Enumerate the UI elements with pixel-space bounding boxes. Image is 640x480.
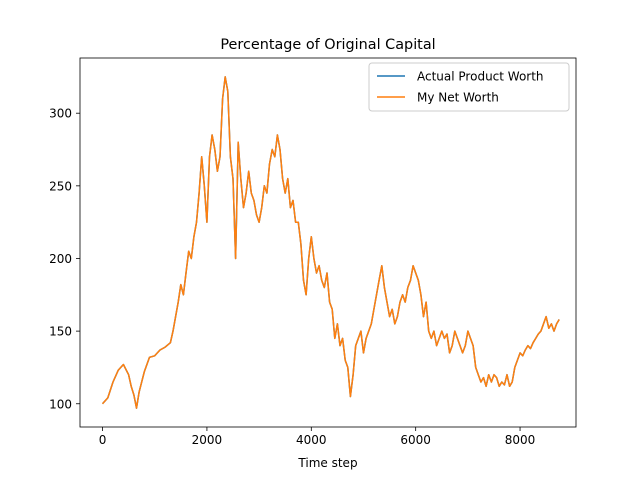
legend-label-net: My Net Worth (417, 91, 499, 105)
plot-frame (79, 57, 577, 428)
x-axis-ticks: 0 2000 4000 6000 8000 (99, 427, 536, 447)
x-tick-label: 4000 (296, 433, 327, 447)
x-tick-label: 2000 (192, 433, 223, 447)
legend-box (368, 62, 570, 112)
x-tick-label: 8000 (505, 433, 536, 447)
legend: Actual Product Worth My Net Worth (368, 62, 570, 112)
y-tick-label: 250 (49, 179, 72, 193)
y-tick-label: 200 (49, 252, 72, 266)
y-tick-label: 100 (49, 397, 72, 411)
x-tick-label: 6000 (400, 433, 431, 447)
series-line-my-net-worth (101, 76, 560, 409)
y-axis-ticks: 100 150 200 250 300 (49, 107, 80, 411)
x-tick-label: 0 (99, 433, 107, 447)
plot-lines (101, 76, 560, 409)
chart-title: Percentage of Original Capital (220, 37, 435, 53)
legend-label-actual: Actual Product Worth (417, 70, 544, 84)
y-tick-label: 300 (49, 107, 72, 121)
x-axis-label: Time step (297, 456, 357, 470)
y-tick-label: 150 (49, 325, 72, 339)
